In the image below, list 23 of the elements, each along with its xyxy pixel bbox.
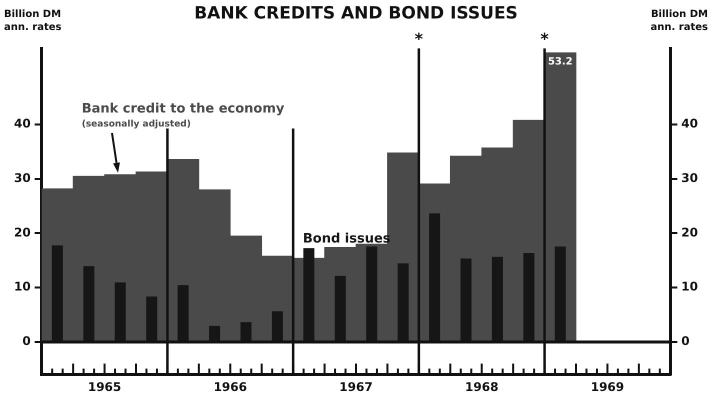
y-tick-label: 30	[14, 171, 31, 186]
y-tick-label: 10	[14, 280, 31, 294]
chart-title: BANK CREDITS AND BOND ISSUES	[194, 4, 518, 24]
y2-axis-title: Billion DM ann. rates	[650, 8, 708, 34]
y-tick-label: 20	[14, 225, 31, 240]
text: Bank credit to the economy	[82, 102, 285, 117]
y2-tick-label: 30	[681, 171, 698, 186]
ref-line-label: *	[414, 30, 424, 49]
x-tick-label: 1969	[590, 380, 624, 394]
x-tick-label: 1965	[88, 380, 122, 394]
x-tick-label: 1968	[465, 380, 498, 394]
y2-tick-label: 0	[681, 334, 690, 348]
annotation: (seasonally adjusted)	[82, 120, 191, 130]
ref-line-label: *	[540, 30, 550, 49]
y-axis-title: Billion DM ann. rates	[4, 8, 62, 34]
y2-tick-label: 20	[681, 225, 698, 240]
y2-tick-label: 10	[681, 280, 698, 294]
y-tick-label: 40	[14, 116, 31, 131]
x-tick-label: 1966	[214, 380, 247, 394]
data-label: 53.2	[548, 56, 573, 68]
y-tick-label: 0	[22, 334, 31, 348]
y2-tick-label: 40	[681, 116, 698, 131]
x-tick-label: 1967	[339, 380, 373, 394]
